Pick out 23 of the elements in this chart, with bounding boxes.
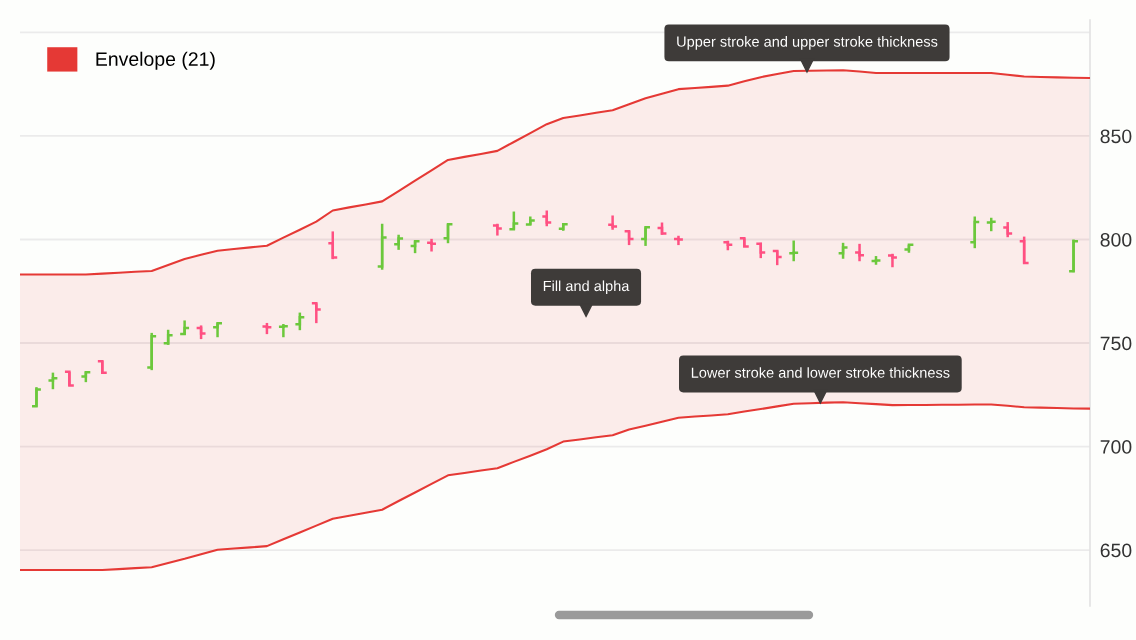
y-tick-label: 750 <box>1100 336 1132 351</box>
y-tick-label: 700 <box>1100 440 1132 454</box>
candlestick <box>1018 235 1030 265</box>
candlestick <box>1067 238 1080 274</box>
candlestick <box>442 222 454 245</box>
candlestick <box>277 322 290 339</box>
y-tick-label: 850 <box>1100 129 1132 144</box>
candlestick <box>788 239 800 263</box>
candlestick <box>376 222 388 271</box>
candlestick <box>606 214 619 232</box>
y-tick-label: 650 <box>1100 543 1132 558</box>
y-tick-label: 800 <box>1100 232 1132 247</box>
candlestick <box>146 331 158 372</box>
candlestick <box>327 230 339 261</box>
legend-label: Envelope (21) <box>96 51 215 70</box>
candlestick <box>508 210 520 231</box>
candlestick <box>639 226 652 248</box>
candlestick <box>310 302 322 325</box>
candlestick <box>30 385 43 409</box>
annotation: Upper stroke and upper stroke thickness <box>677 36 938 50</box>
annotation: Lower stroke and lower stroke thickness <box>691 367 950 378</box>
annotation: Fill and alpha <box>543 280 630 295</box>
candlestick <box>969 215 981 250</box>
